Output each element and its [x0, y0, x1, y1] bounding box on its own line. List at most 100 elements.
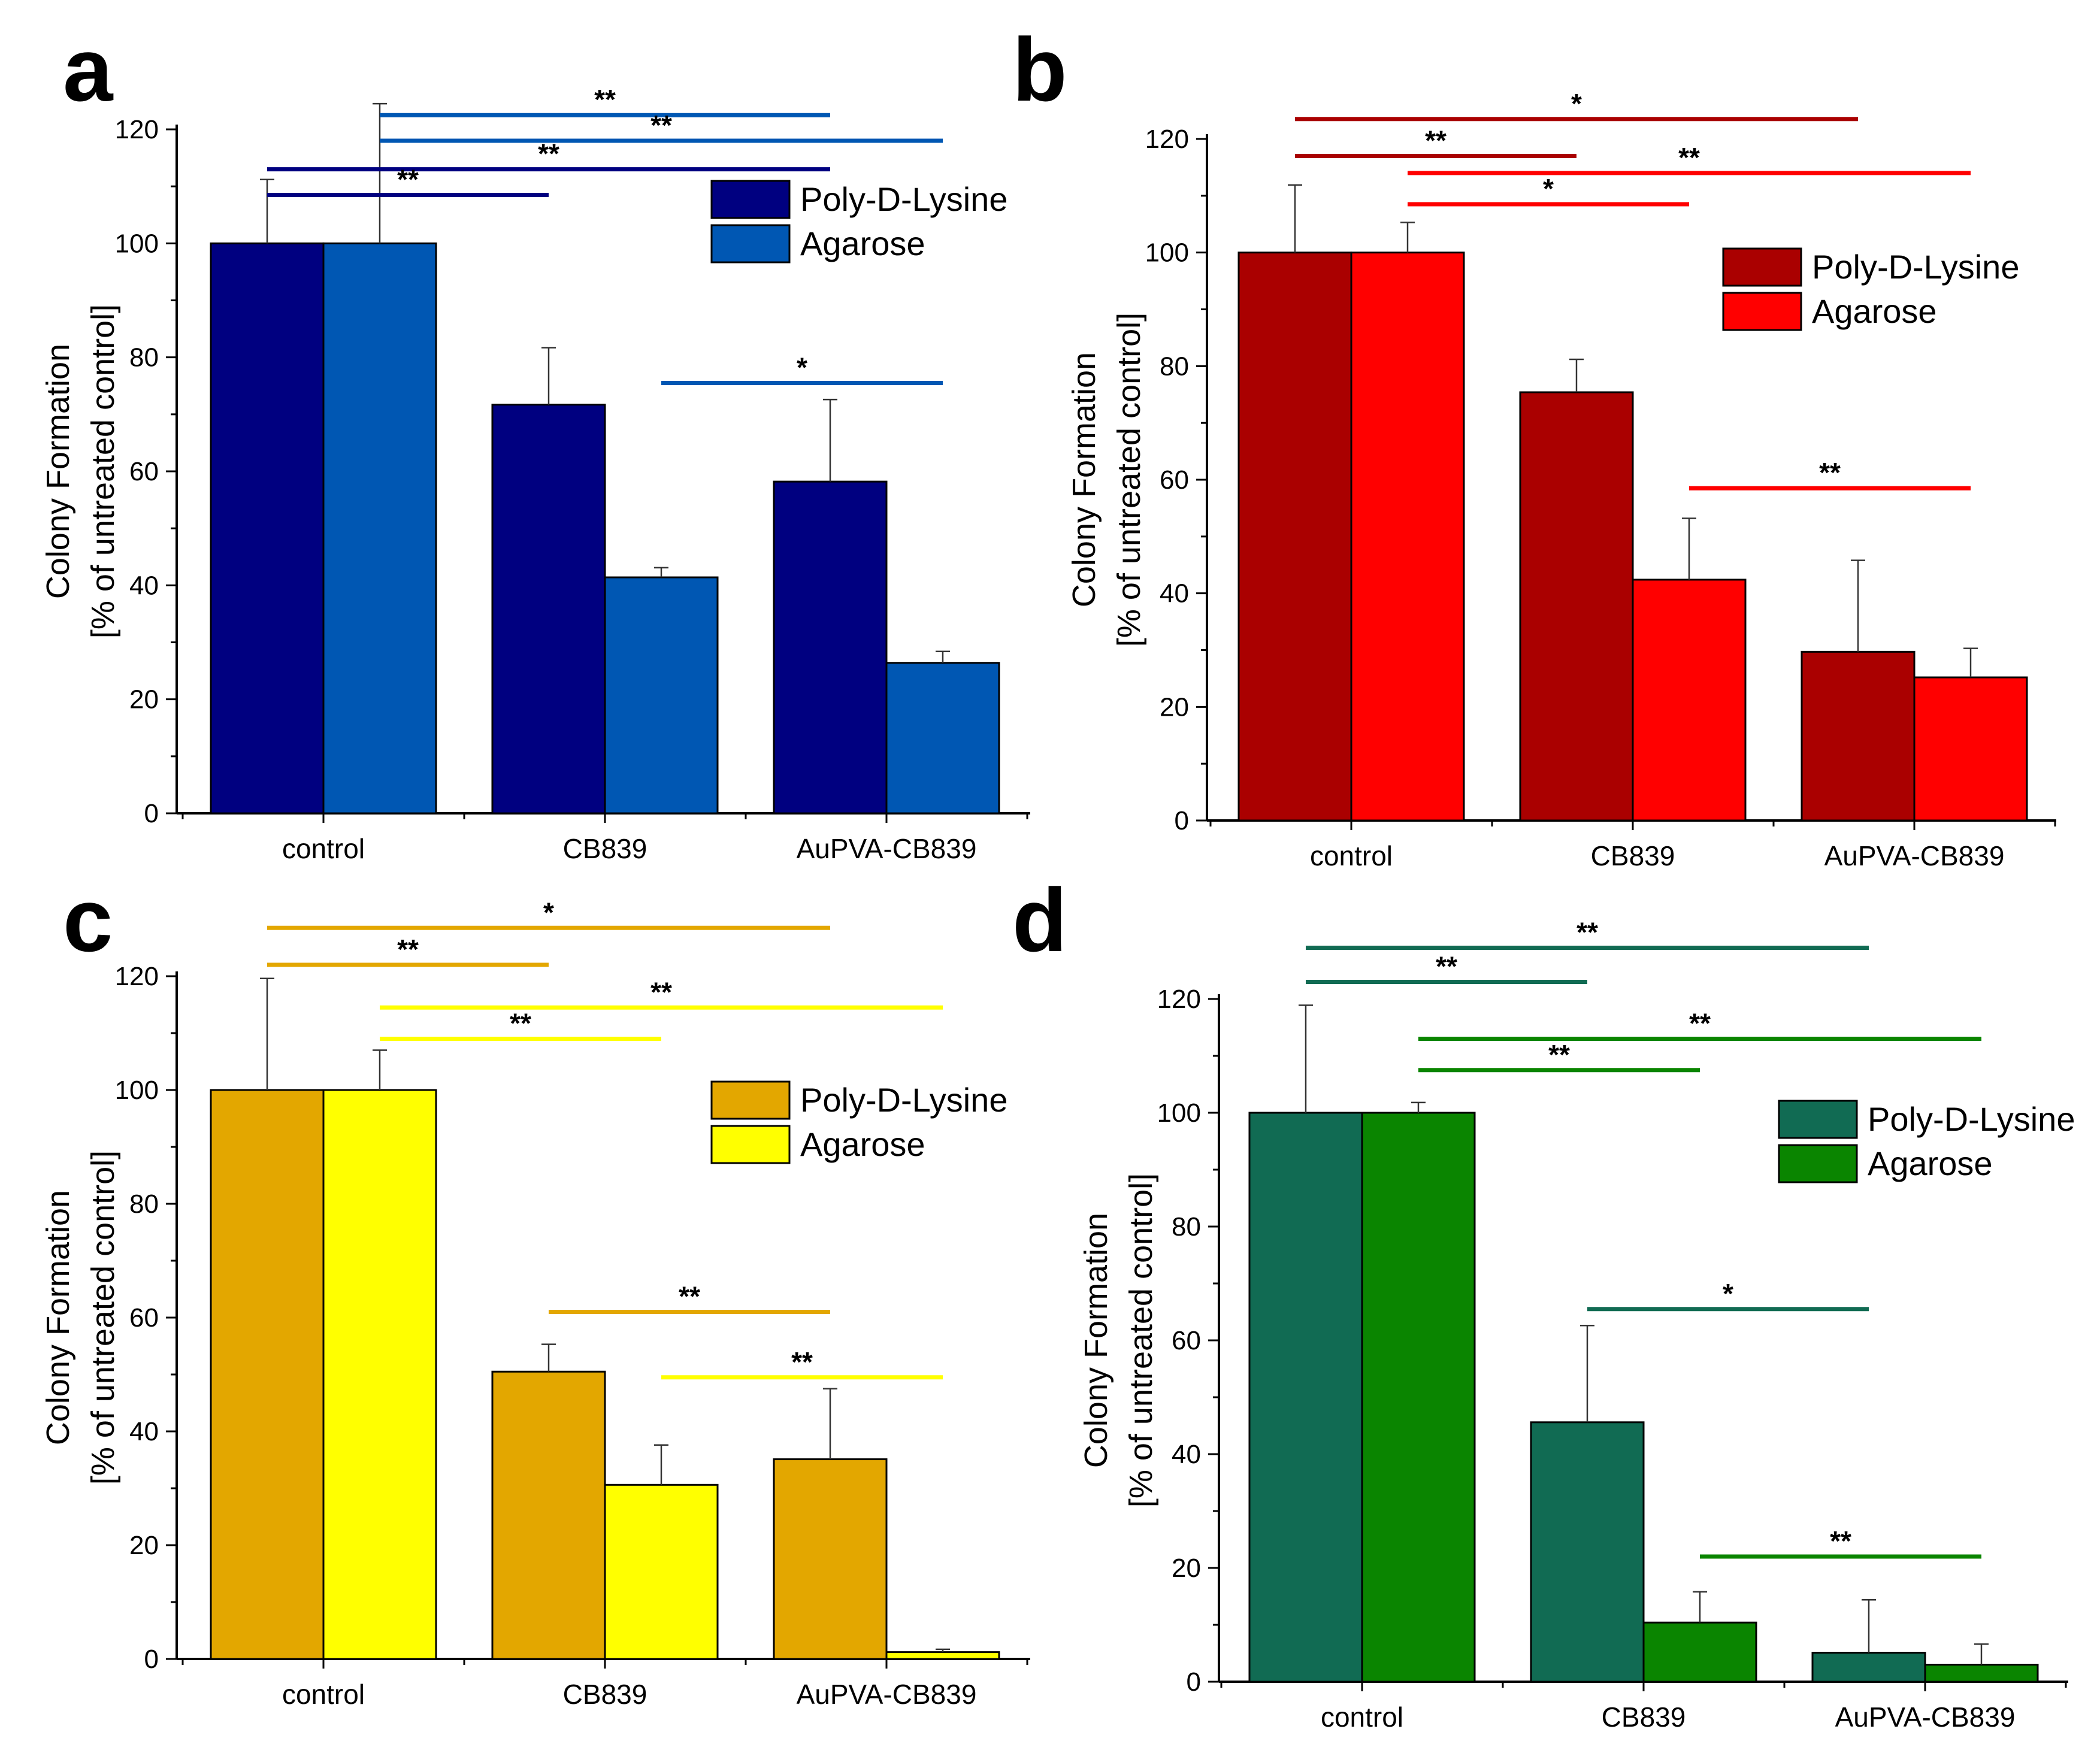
legend-label-poly-d-lysine: Poly-D-Lysine	[800, 1081, 1007, 1119]
bar	[773, 1458, 888, 1660]
significance-label: **	[510, 1008, 531, 1039]
y-tick-label: 80	[129, 1189, 159, 1219]
legend-swatch-poly-d-lysine	[710, 180, 791, 219]
panel-d-y-axis-title: Colony Formation [% of untreated control…	[1078, 1173, 1159, 1507]
significance-label: *	[797, 352, 807, 383]
y-tick-label: 0	[144, 799, 159, 828]
legend-label-poly-d-lysine: Poly-D-Lysine	[1868, 1100, 2075, 1138]
y-tick-label: 0	[1175, 806, 1189, 835]
panel-b-significance: ********	[1295, 88, 1971, 491]
bar	[773, 480, 888, 815]
y-tick-label: 60	[129, 457, 159, 486]
y-tick-label: 20	[1172, 1554, 1201, 1583]
panel-c-letter: c	[63, 870, 113, 970]
bar	[604, 576, 719, 815]
y-tick-label: 100	[115, 229, 159, 258]
significance-label: **	[650, 976, 672, 1007]
y-tick-label: 120	[1157, 985, 1201, 1014]
x-category-label: AuPVA-CB839	[1835, 1701, 2016, 1733]
significance-label: **	[1436, 951, 1457, 982]
legend-swatch-poly-d-lysine	[710, 1080, 791, 1120]
significance-label: *	[1723, 1278, 1733, 1309]
y-axis-title-line1: Colony Formation	[1078, 1213, 1114, 1468]
y-tick-label: 80	[1160, 352, 1189, 381]
bar	[885, 1651, 1000, 1660]
y-axis-title-line2: [% of untreated control]	[1111, 313, 1147, 647]
significance-label: **	[1425, 125, 1447, 156]
legend-label-agarose: Agarose	[1868, 1145, 1993, 1182]
panel-d-axes: 0 20 40 60 80 100 120 control CB839 AuPVA-CB839	[1157, 985, 2068, 1733]
x-category-label: control	[1321, 1701, 1403, 1733]
panel-b-y-axis-title: Colony Formation [% of untreated control…	[1066, 313, 1147, 647]
panel-b: b Colony Formation [% of untreated contr…	[1012, 19, 2056, 871]
y-axis-title-line2: [% of untreated control]	[85, 1150, 121, 1485]
x-category-label: AuPVA-CB839	[1824, 840, 2005, 871]
significance-label: **	[397, 934, 419, 965]
significance-label: **	[1830, 1525, 1851, 1557]
panel-a-y-axis-title: Colony Formation [% of untreated control…	[40, 304, 121, 638]
significance-label: **	[1576, 917, 1598, 948]
bar	[1350, 252, 1465, 822]
bar	[1924, 1664, 2039, 1683]
y-tick-label: 0	[1187, 1667, 1201, 1697]
x-category-label: AuPVA-CB839	[797, 1679, 977, 1710]
y-tick-label: 120	[1145, 125, 1189, 154]
y-tick-label: 20	[1160, 692, 1189, 722]
bar	[1248, 1112, 1363, 1683]
y-tick-label: 20	[129, 1531, 159, 1560]
bar	[1237, 252, 1352, 822]
significance-label: **	[650, 110, 672, 141]
bar	[210, 242, 325, 815]
legend-swatch-poly-d-lysine	[1778, 1100, 1858, 1139]
x-category-label: CB839	[563, 833, 647, 864]
bar	[1632, 579, 1747, 822]
significance-label: *	[1543, 173, 1554, 204]
significance-label: *	[1571, 88, 1582, 119]
panel-d-legend: Poly-D-Lysine Agarose	[1778, 1100, 2075, 1183]
x-category-label: AuPVA-CB839	[797, 833, 977, 864]
x-category-label: CB839	[563, 1679, 647, 1710]
legend-swatch-agarose	[1778, 1144, 1858, 1183]
significance-label: **	[397, 164, 419, 195]
significance-label: **	[594, 84, 616, 115]
bar	[1801, 650, 1916, 822]
significance-label: **	[1678, 142, 1700, 173]
panel-d-letter: d	[1012, 870, 1067, 970]
x-category-label: control	[282, 833, 365, 864]
y-tick-label: 100	[115, 1076, 159, 1105]
legend-swatch-agarose	[710, 224, 791, 264]
y-tick-label: 40	[1160, 579, 1189, 608]
bar	[322, 242, 437, 815]
panel-a-legend: Poly-D-Lysine Agarose	[710, 180, 1007, 264]
significance-label: **	[679, 1281, 700, 1312]
bar	[210, 1089, 325, 1660]
bar	[1530, 1421, 1645, 1683]
panel-a-significance: *********	[267, 84, 943, 385]
legend-swatch-poly-d-lysine	[1722, 247, 1802, 287]
bar	[885, 662, 1000, 815]
panel-c-y-axis-title: Colony Formation [% of untreated control…	[40, 1150, 121, 1485]
y-axis-title-line2: [% of untreated control]	[85, 304, 121, 638]
panel-d-significance: ***********	[1306, 917, 1981, 1559]
y-tick-label: 120	[115, 115, 159, 144]
y-tick-label: 40	[1172, 1440, 1201, 1469]
panel-a-letter: a	[63, 19, 114, 120]
panel-c-significance: ***********	[267, 897, 943, 1380]
y-axis-title-line1: Colony Formation	[1066, 352, 1102, 607]
bar	[1642, 1621, 1757, 1683]
y-axis-title-line1: Colony Formation	[40, 1190, 76, 1445]
x-category-label: control	[282, 1679, 365, 1710]
significance-label: **	[791, 1346, 813, 1377]
y-tick-label: 120	[115, 962, 159, 991]
x-category-label: control	[1310, 840, 1393, 871]
y-tick-label: 60	[1160, 465, 1189, 495]
x-category-label: CB839	[1602, 1701, 1686, 1733]
significance-label: **	[1819, 457, 1841, 488]
legend-label-poly-d-lysine: Poly-D-Lysine	[1812, 248, 2019, 286]
panel-a-bars	[210, 102, 1000, 815]
y-axis-title-line2: [% of untreated control]	[1123, 1173, 1159, 1507]
legend-label-agarose: Agarose	[800, 1125, 925, 1163]
y-tick-label: 20	[129, 685, 159, 714]
panel-c-legend: Poly-D-Lysine Agarose	[710, 1080, 1007, 1164]
